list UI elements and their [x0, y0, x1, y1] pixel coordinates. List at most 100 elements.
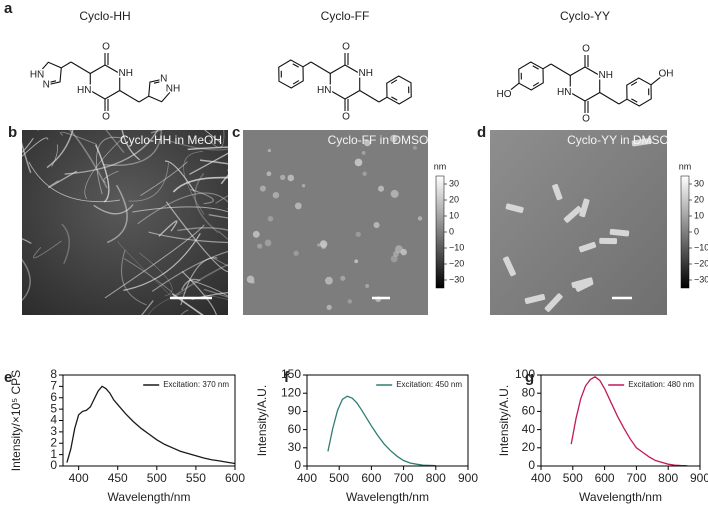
particle [272, 191, 280, 199]
fiber [104, 224, 205, 299]
y-tick-label: 100 [515, 367, 535, 381]
nanorod [579, 198, 590, 218]
fiber [123, 233, 201, 291]
fiber [165, 139, 228, 151]
bond [542, 63, 552, 70]
afm-image [243, 130, 428, 315]
bond [378, 96, 388, 103]
fiber [121, 130, 141, 161]
fiber [183, 151, 205, 215]
bond [153, 81, 161, 84]
x-tick-label: 600 [361, 471, 381, 485]
fiber [123, 258, 173, 293]
fiber [181, 278, 201, 291]
fiber [103, 170, 119, 183]
atom-label: HN [317, 85, 331, 96]
plot-frame [540, 374, 701, 467]
fiber [28, 161, 120, 203]
particle [390, 255, 398, 263]
atom-label: HN [557, 87, 571, 98]
bond [631, 98, 638, 103]
y-tick-label: 8 [50, 367, 57, 381]
bond [302, 61, 312, 68]
colorbar [435, 175, 445, 289]
atom-label: O [582, 44, 590, 55]
y-tick-label: 4 [50, 413, 57, 427]
y-tick-label: 1 [50, 447, 57, 461]
panel-label: d [477, 124, 486, 141]
fiber [151, 250, 228, 292]
particle [347, 299, 353, 304]
bond [70, 61, 91, 74]
colorbar-tick-label: 30 [694, 178, 704, 188]
bond [618, 98, 628, 105]
spectrum-line [327, 395, 436, 467]
colorbar-tick-label: 0 [449, 226, 454, 236]
fiber [177, 227, 228, 232]
fiber [37, 130, 40, 131]
fiber [190, 188, 214, 205]
particle [293, 250, 299, 256]
bond [359, 90, 380, 103]
fiber [140, 300, 154, 315]
fiber [147, 292, 186, 315]
fiber [103, 130, 162, 166]
nanorod [609, 228, 630, 237]
atom-label: HO [496, 89, 511, 100]
fiber [199, 159, 228, 165]
particle [266, 171, 272, 177]
fiber [51, 144, 58, 167]
y-tick-label: 40 [522, 422, 536, 436]
y-tick-label: 0 [50, 458, 57, 472]
fiber [128, 162, 169, 202]
panel-label: a [4, 0, 13, 17]
particle [390, 189, 399, 198]
y-tick-label: 60 [522, 404, 536, 418]
atom-label: OH [659, 68, 674, 79]
y-tick-label: 0 [528, 458, 535, 472]
fiber [204, 294, 228, 301]
particle [373, 222, 380, 229]
fiber [190, 279, 228, 297]
fiber [96, 136, 122, 195]
nanorod [544, 293, 563, 312]
x-tick-label: 400 [531, 471, 551, 485]
particle [324, 276, 333, 285]
atom-label: HN [77, 85, 91, 96]
particle [417, 216, 423, 221]
colorbar-tick-label: 10 [449, 210, 459, 220]
fiber [208, 130, 225, 148]
bond [508, 82, 520, 92]
nanorod [505, 203, 524, 213]
fiber [172, 176, 228, 193]
bond [391, 96, 398, 101]
fiber [105, 130, 125, 153]
fiber [171, 292, 205, 315]
plot-frame [62, 374, 236, 467]
fiber [84, 135, 125, 200]
bond [292, 80, 300, 85]
ring [386, 75, 412, 105]
fiber [61, 223, 70, 265]
fiber [22, 137, 49, 157]
particle [362, 171, 367, 176]
fiber [165, 201, 228, 273]
panel-label: b [8, 124, 17, 141]
atom-label: O [342, 112, 350, 123]
image-caption: Cyclo-FF in DMSO [328, 133, 429, 147]
bond [61, 61, 72, 69]
x-tick-label: 550 [186, 471, 206, 485]
atom-label: O [102, 42, 110, 53]
y-tick-label: 80 [522, 385, 536, 399]
image-caption: Cyclo-YY in DMSO [567, 133, 669, 147]
particle [319, 240, 328, 248]
dkp-ring [329, 64, 361, 100]
atom-label: NH [166, 84, 180, 95]
colorbar [680, 175, 690, 289]
particle [340, 275, 346, 281]
particle [267, 215, 274, 222]
particle [364, 139, 371, 147]
fiber [180, 257, 218, 306]
legend-label: Excitation: 480 nm [628, 380, 694, 389]
